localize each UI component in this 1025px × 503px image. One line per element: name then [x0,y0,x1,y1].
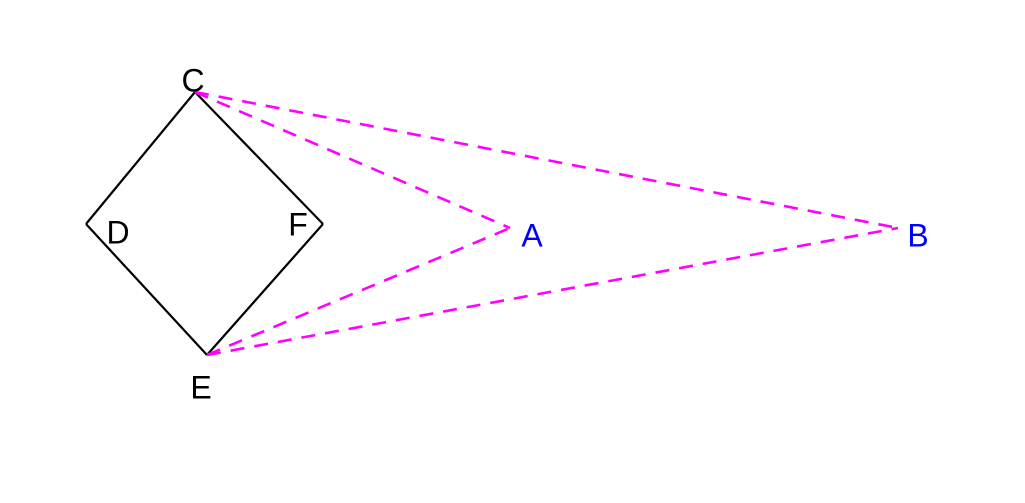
edge-E-B [207,228,898,355]
point-label-E: E [190,369,211,405]
point-label-D: D [106,214,129,250]
edge-C-D [86,92,195,224]
edge-C-A [195,92,510,228]
point-label-F: F [288,206,308,242]
point-label-A: A [521,217,543,253]
edge-F-C [195,92,323,224]
point-label-C: C [181,62,204,98]
point-label-B: B [907,217,928,253]
edge-E-A [207,228,510,355]
edge-D-E [86,224,207,355]
edge-E-F [207,224,323,355]
geometry-diagram: C D E F A B [0,0,1025,503]
